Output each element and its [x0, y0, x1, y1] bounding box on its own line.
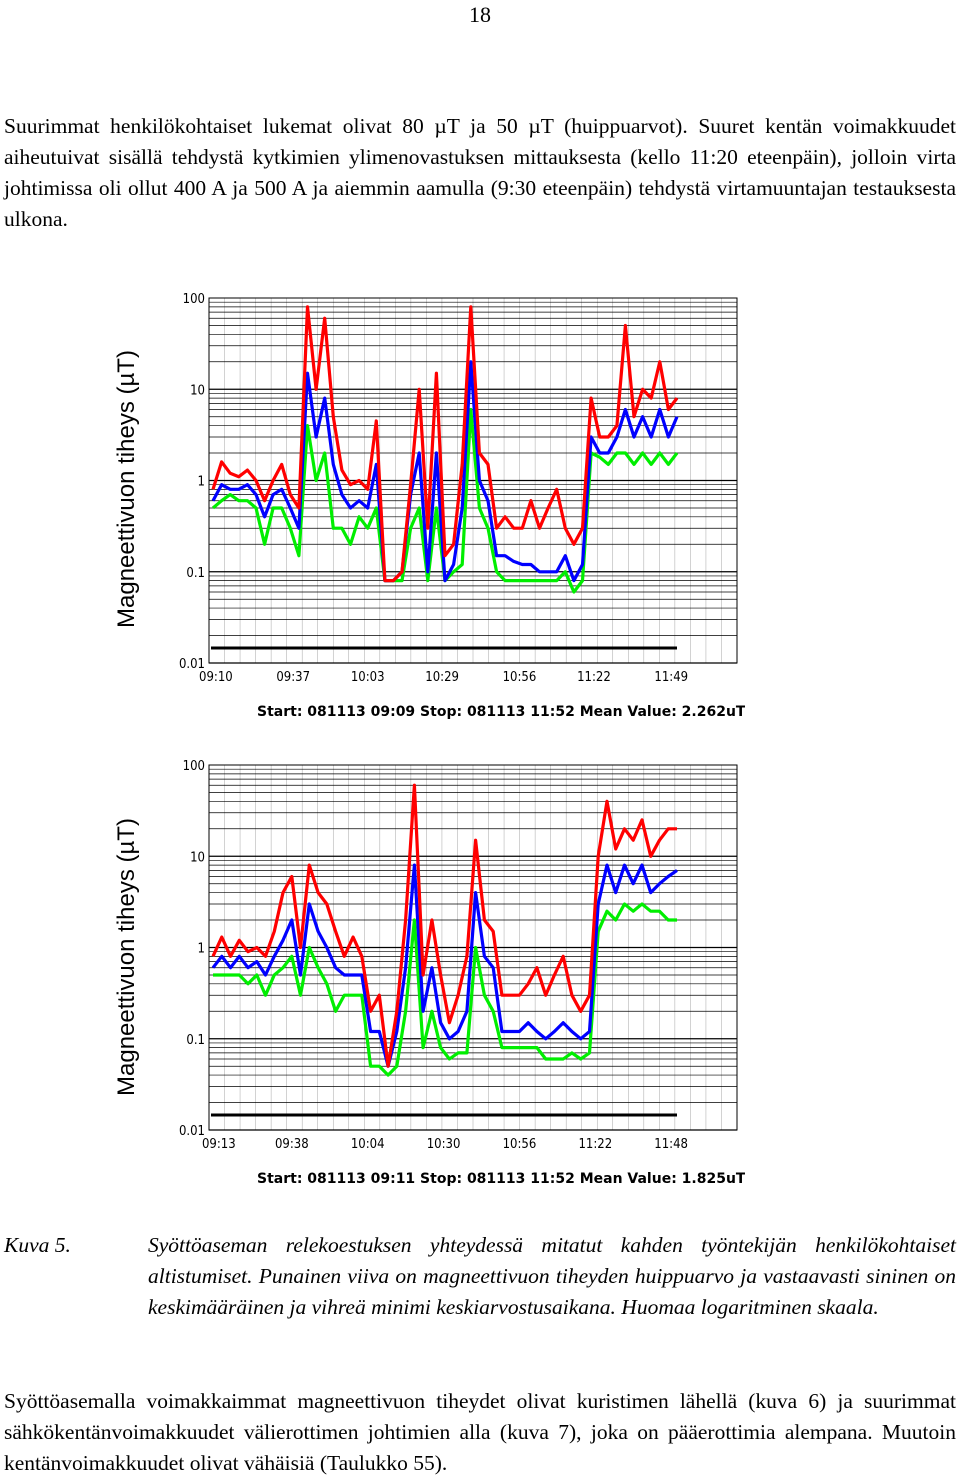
chart-worker-1: 100 10 1 0.1 0.01 09:10 09:37 10:03 10:29 10:56 11…	[165, 285, 745, 725]
x-tick-label: 11:48	[654, 1137, 688, 1152]
x-tick-label: 10:29	[425, 670, 459, 685]
x-tick-label: 09:10	[199, 670, 233, 685]
x-tick-label: 10:56	[503, 1137, 537, 1152]
y-tick-label: 100	[183, 292, 205, 307]
chart1-y-axis-label: Magneettivuon tiheys (µT)	[113, 350, 140, 628]
x-tick-label: 11:49	[654, 670, 688, 685]
series-line-min	[213, 902, 677, 1077]
series-line-mean	[211, 863, 678, 1068]
caption-label: Kuva 5.	[4, 1233, 71, 1257]
y-tick-label: 0.01	[179, 657, 205, 672]
chart2-y-axis-label: Magneettivuon tiheys (µT)	[113, 818, 140, 1096]
x-tick-label: 10:03	[351, 670, 385, 685]
x-tick-label: 10:04	[351, 1137, 385, 1152]
x-tick-label: 11:22	[578, 1137, 612, 1152]
y-tick-label: 1	[198, 475, 205, 490]
chart-worker-2: 100 10 1 0.1 0.01 09:13 09:38 10:04 10:30 10:56 11…	[165, 752, 745, 1192]
y-tick-label: 10	[190, 850, 205, 865]
chart-footer: Start: 081113 09:09 Stop: 081113 11:52 M…	[257, 704, 745, 720]
page-number: 18	[469, 2, 491, 27]
x-tick-label: 10:30	[427, 1137, 461, 1152]
y-tick-label: 10	[190, 383, 205, 398]
y-tick-label: 0.01	[179, 1124, 205, 1139]
y-tick-label: 100	[183, 759, 205, 774]
series-line-mean	[211, 360, 679, 583]
x-tick-label: 09:38	[275, 1137, 309, 1152]
x-tick-label: 09:37	[276, 670, 310, 685]
x-tick-label: 11:22	[577, 670, 611, 685]
series-line-max	[211, 783, 677, 1068]
x-tick-label: 10:56	[503, 670, 537, 685]
y-tick-label: 1	[198, 942, 205, 957]
x-tick-label: 09:13	[202, 1137, 236, 1152]
intro-paragraph: Suurimmat henkilökohtaiset lukemat oliva…	[4, 114, 956, 231]
caption-text: Syöttöaseman relekoestuksen yhteydessä m…	[148, 1233, 956, 1319]
closing-paragraph: Syöttöasemalla voimakkaimmat magneettivu…	[4, 1389, 956, 1475]
series-line-max	[211, 305, 679, 583]
y-tick-label: 0.1	[186, 1033, 205, 1048]
y-tick-label: 0.1	[186, 566, 205, 581]
chart-footer: Start: 081113 09:11 Stop: 081113 11:52 M…	[257, 1171, 745, 1187]
